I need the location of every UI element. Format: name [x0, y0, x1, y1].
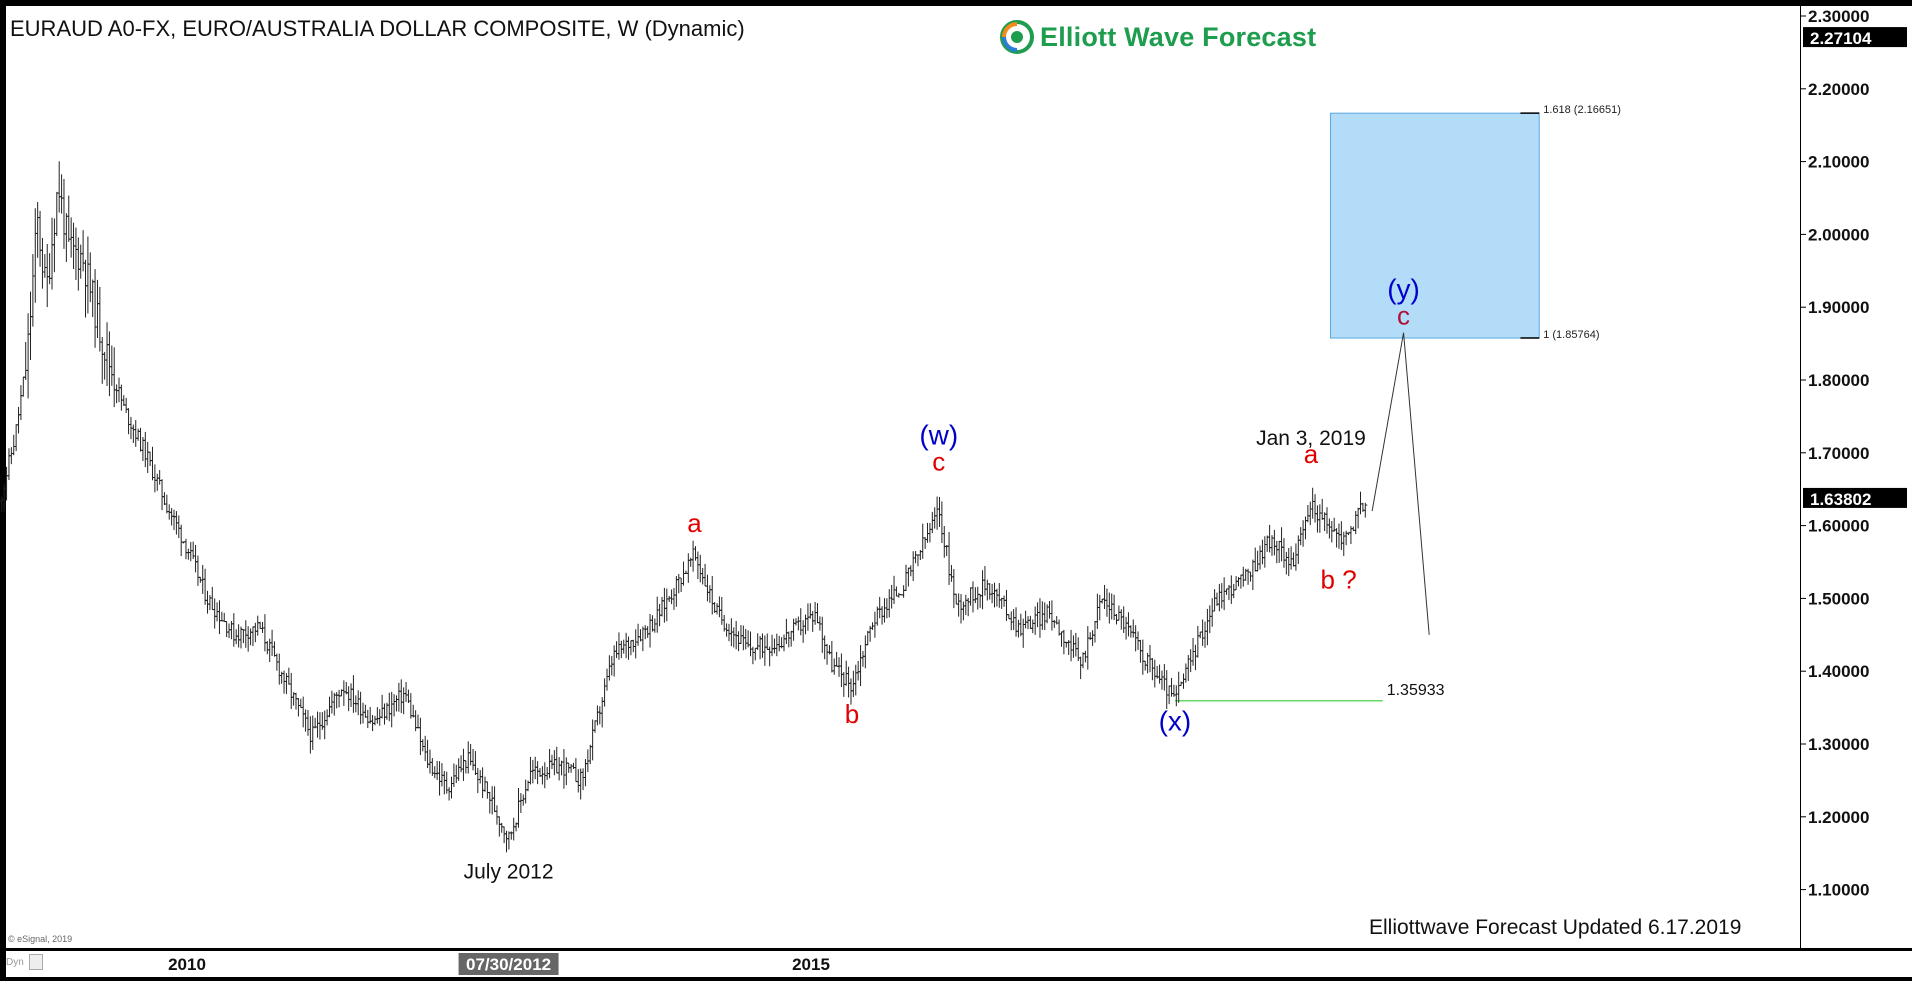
chart-title: EURAUD A0-FX, EURO/AUSTRALIA DOLLAR COMP…: [10, 16, 745, 41]
fib-1-label: 1 (1.85764): [1543, 329, 1599, 341]
y-tick-label: 2.20000: [1808, 80, 1869, 99]
price-tag: [1803, 487, 1907, 508]
wave-label: (w): [919, 419, 958, 450]
y-tick-label: 1.30000: [1808, 735, 1869, 754]
chart-annotation: Jan 3, 2019: [1256, 427, 1366, 450]
brand-name: Elliott Wave Forecast: [1040, 21, 1317, 52]
wave-label: b: [845, 699, 859, 729]
support-label: 1.35933: [1387, 682, 1445, 699]
wave-label: c: [932, 446, 945, 476]
target-zone-box: [1329, 112, 1540, 339]
elliott-wave-forecast-logo-icon: [1000, 20, 1034, 54]
copyright-note: © eSignal, 2019: [8, 934, 73, 944]
y-tick-label: 1.80000: [1808, 371, 1869, 390]
y-tick-label: 2.30000: [1808, 7, 1869, 26]
y-tick-label: 1.40000: [1808, 662, 1869, 681]
wave-label: a: [687, 508, 702, 538]
chart-settings-icon[interactable]: [29, 954, 43, 970]
y-tick-label: 1.70000: [1808, 444, 1869, 463]
brand-logo: Elliott Wave Forecast: [1000, 20, 1316, 54]
wave-label: (y): [1387, 274, 1420, 305]
y-tick-label: 1.60000: [1808, 517, 1869, 536]
time-axis[interactable]: [6, 951, 1912, 977]
x-tick-label: 2010: [168, 955, 206, 974]
y-tick-label: 1.10000: [1808, 881, 1869, 900]
price-axis[interactable]: [1801, 6, 1912, 948]
wave-label: c: [1397, 301, 1410, 331]
price-tag: [1803, 27, 1907, 48]
wave-label: b ?: [1321, 564, 1357, 594]
dynamic-mode-label[interactable]: Dyn: [6, 957, 24, 968]
x-tick-label: 2015: [792, 955, 830, 974]
y-tick-label: 2.10000: [1808, 153, 1869, 172]
x-tick-label: 07/30/2012: [466, 955, 551, 974]
wave-label: a: [1304, 439, 1319, 469]
x-tick-highlight: [458, 953, 559, 975]
projection-path: [1371, 332, 1430, 635]
price-tag-label: 2.27104: [1810, 29, 1872, 48]
y-tick-label: 1.20000: [1808, 808, 1869, 827]
updated-note: Elliottwave Forecast Updated 6.17.2019: [1369, 916, 1742, 939]
y-tick-label: 2.00000: [1808, 225, 1869, 244]
y-tick-label: 1.90000: [1808, 298, 1869, 317]
fib-1618-label: 1.618 (2.16651): [1543, 104, 1621, 116]
wave-label: (x): [1159, 705, 1192, 736]
price-tag-label: 1.63802: [1810, 490, 1871, 509]
y-tick-label: 1.50000: [1808, 589, 1869, 608]
chart-annotation: July 2012: [464, 861, 554, 884]
